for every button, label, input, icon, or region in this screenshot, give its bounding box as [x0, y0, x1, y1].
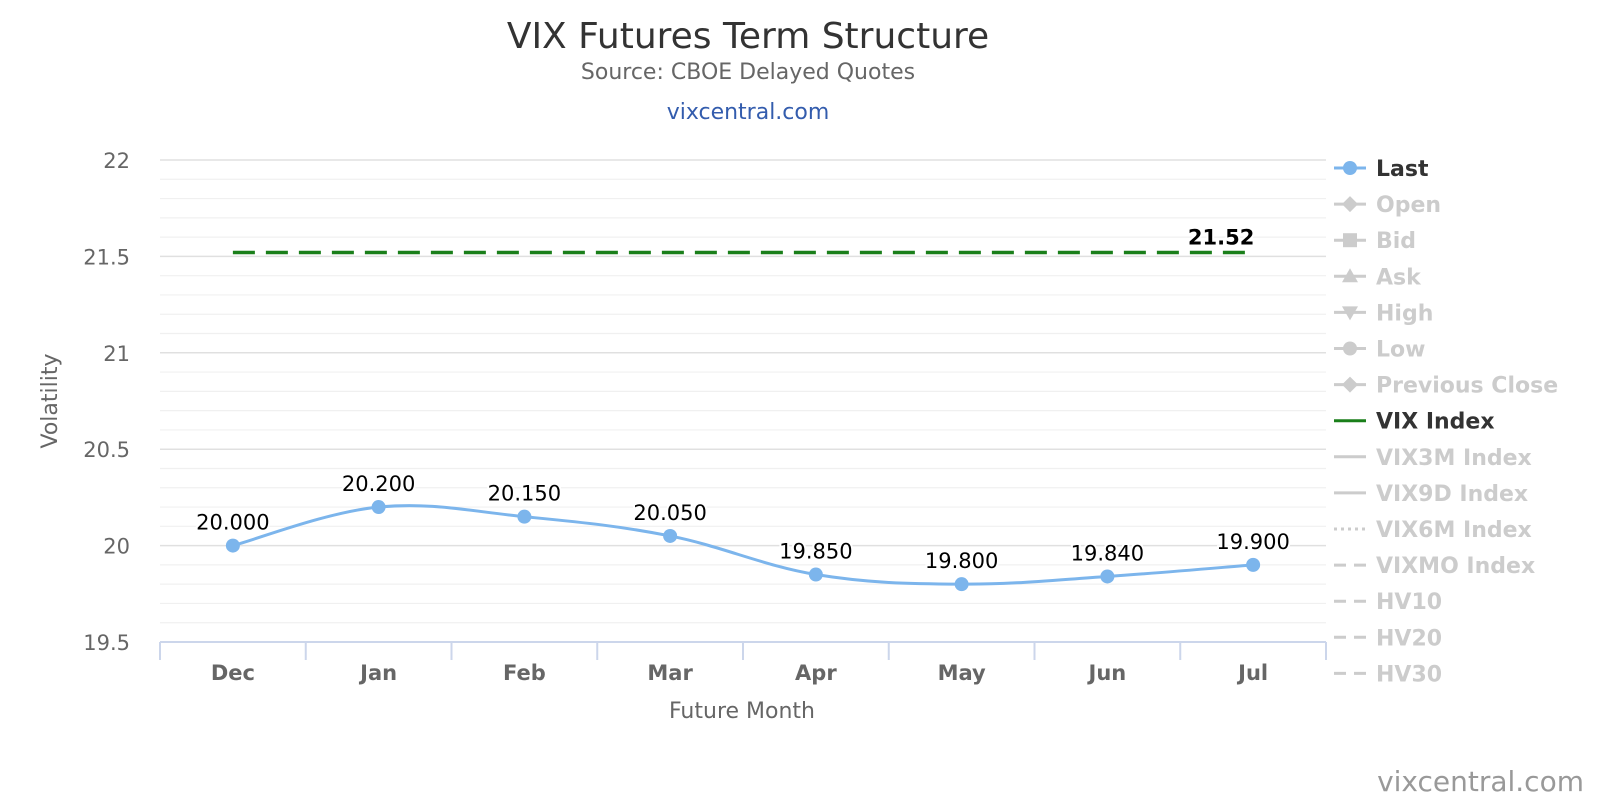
legend-label: VIX6M Index — [1376, 518, 1532, 543]
legend-item[interactable]: HV30 — [1334, 662, 1442, 687]
grid-lines — [160, 159, 1326, 643]
legend-label: Low — [1376, 338, 1425, 363]
legend-item[interactable]: High — [1334, 301, 1433, 326]
last-data-point[interactable] — [663, 528, 678, 543]
legend-label: Last — [1376, 157, 1429, 182]
last-data-point[interactable] — [225, 538, 240, 553]
chart-subtitle: Source: CBOE Delayed Quotes — [581, 60, 915, 85]
last-data-point[interactable] — [371, 500, 386, 515]
last-data-label: 19.900 — [1216, 530, 1289, 554]
legend-triangle-icon — [1342, 268, 1358, 283]
x-tick-label: May — [938, 661, 986, 685]
last-data-label: 20.050 — [633, 501, 706, 525]
chart-title: VIX Futures Term Structure — [507, 16, 989, 57]
x-tick-label: Dec — [211, 661, 255, 685]
legend-item[interactable]: Last — [1334, 157, 1429, 182]
last-data-label: 20.150 — [488, 482, 561, 506]
legend-triangle-down-icon — [1342, 306, 1358, 321]
chart-credit[interactable]: vixcentral.com — [1377, 765, 1584, 798]
source-link[interactable]: vixcentral.com — [667, 100, 830, 125]
legend-label: Bid — [1376, 229, 1416, 254]
legend-item[interactable]: HV10 — [1334, 590, 1442, 615]
legend-label: HV20 — [1376, 626, 1442, 651]
legend-label: Ask — [1376, 265, 1422, 290]
legend-item[interactable]: VIX Index — [1334, 410, 1495, 435]
legend: Last Open Bid Ask High Low Previous Close VIX I… — [1334, 157, 1558, 687]
legend-label: VIX9D Index — [1376, 482, 1528, 507]
legend-item[interactable]: VIX9D Index — [1334, 482, 1528, 507]
legend-label: HV10 — [1376, 590, 1442, 615]
y-axis-title: Volatility — [38, 353, 63, 448]
legend-label: VIX3M Index — [1376, 446, 1532, 471]
legend-label: VIX Index — [1376, 410, 1495, 435]
legend-item[interactable]: VIX6M Index — [1334, 518, 1532, 543]
vix-index-data-label: 21.52 — [1188, 226, 1254, 250]
y-axis: 19.5 20 20.5 21 21.5 22 — [83, 149, 130, 655]
legend-item[interactable]: Previous Close — [1334, 374, 1558, 399]
x-axis: Dec Jan Feb Mar Apr May Jun Jul — [159, 641, 1327, 685]
y-tick-label: 21.5 — [83, 245, 130, 269]
last-data-point[interactable] — [1100, 569, 1115, 584]
legend-item[interactable]: Ask — [1334, 265, 1422, 290]
series-layer: 21.52 20.000 20.200 20.150 20.050 19.850 19.80… — [194, 224, 1292, 592]
legend-label: Open — [1376, 193, 1441, 218]
legend-item[interactable]: Bid — [1334, 229, 1416, 254]
last-data-label: 19.800 — [925, 549, 998, 573]
legend-circle-icon — [1343, 161, 1357, 175]
legend-diamond-icon — [1342, 196, 1358, 213]
x-tick-label: Apr — [795, 661, 837, 685]
legend-item[interactable]: Low — [1334, 338, 1425, 363]
legend-label: HV30 — [1376, 662, 1442, 687]
y-tick-label: 20.5 — [83, 438, 130, 462]
legend-label: VIXMO Index — [1376, 554, 1535, 579]
x-tick-label: Jul — [1236, 661, 1268, 685]
y-tick-label: 19.5 — [83, 631, 130, 655]
last-data-point[interactable] — [1246, 557, 1261, 572]
legend-item[interactable]: VIX3M Index — [1334, 446, 1532, 471]
last-data-label: 19.840 — [1071, 541, 1144, 565]
x-tick-label: Jun — [1087, 661, 1127, 685]
x-tick-label: Mar — [647, 661, 693, 685]
last-series-line — [232, 504, 1254, 586]
legend-diamond-icon — [1342, 376, 1358, 393]
last-data-point[interactable] — [517, 509, 532, 524]
y-tick-label: 21 — [103, 342, 130, 366]
legend-circle-icon — [1343, 341, 1357, 356]
legend-item[interactable]: VIXMO Index — [1334, 554, 1535, 579]
last-data-label: 20.200 — [342, 472, 415, 496]
legend-item[interactable]: HV20 — [1334, 626, 1442, 651]
last-data-label: 20.000 — [196, 511, 269, 535]
legend-item[interactable]: Open — [1334, 193, 1441, 218]
legend-square-icon — [1343, 233, 1357, 248]
legend-label: High — [1376, 301, 1433, 326]
last-data-label: 19.850 — [779, 540, 852, 564]
x-tick-label: Feb — [503, 661, 546, 685]
y-tick-label: 22 — [103, 149, 130, 173]
last-data-point[interactable] — [808, 567, 823, 582]
x-tick-label: Jan — [358, 661, 397, 685]
x-axis-title: Future Month — [669, 699, 815, 724]
last-data-point[interactable] — [954, 577, 969, 592]
y-tick-label: 20 — [103, 535, 130, 559]
legend-label: Previous Close — [1376, 374, 1558, 399]
